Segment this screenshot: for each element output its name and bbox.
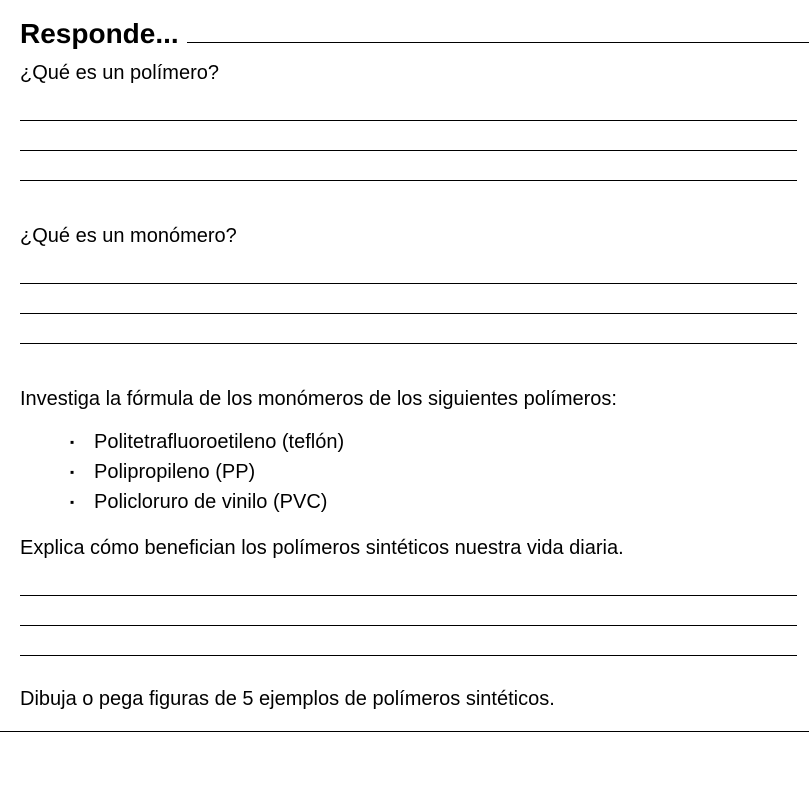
- question-3-list: Politetrafluoroetileno (teflón)Polipropi…: [20, 427, 797, 517]
- header-row: Responde...: [0, 18, 809, 50]
- answer-line[interactable]: [20, 91, 797, 121]
- question-4-prompt: Explica cómo benefician los polímeros si…: [20, 535, 797, 562]
- question-2-answers: [20, 254, 797, 344]
- title-rule: [187, 42, 809, 43]
- bottom-rule: [0, 731, 809, 732]
- answer-line[interactable]: [20, 151, 797, 181]
- answer-line[interactable]: [20, 254, 797, 284]
- spacer: [20, 656, 797, 682]
- question-3-prompt: Investiga la fórmula de los monómeros de…: [20, 386, 797, 413]
- worksheet-page: Responde... ¿Qué es un polímero? ¿Qué es…: [0, 0, 809, 732]
- answer-line[interactable]: [20, 314, 797, 344]
- question-5-prompt: Dibuja o pega figuras de 5 ejemplos de p…: [20, 686, 797, 713]
- question-1-answers: [20, 91, 797, 181]
- answer-line[interactable]: [20, 626, 797, 656]
- spacer: [20, 181, 797, 219]
- question-4-answers: [20, 566, 797, 656]
- question-2-prompt: ¿Qué es un monómero?: [20, 223, 797, 250]
- list-item: Polipropileno (PP): [70, 457, 797, 487]
- question-1-prompt: ¿Qué es un polímero?: [20, 60, 797, 87]
- answer-line[interactable]: [20, 284, 797, 314]
- list-item: Policloruro de vinilo (PVC): [70, 487, 797, 517]
- list-item: Politetrafluoroetileno (teflón): [70, 427, 797, 457]
- answer-line[interactable]: [20, 566, 797, 596]
- answer-line[interactable]: [20, 596, 797, 626]
- spacer: [20, 344, 797, 382]
- answer-line[interactable]: [20, 121, 797, 151]
- content-area: ¿Qué es un polímero? ¿Qué es un monómero…: [0, 60, 809, 713]
- page-title: Responde...: [20, 18, 187, 50]
